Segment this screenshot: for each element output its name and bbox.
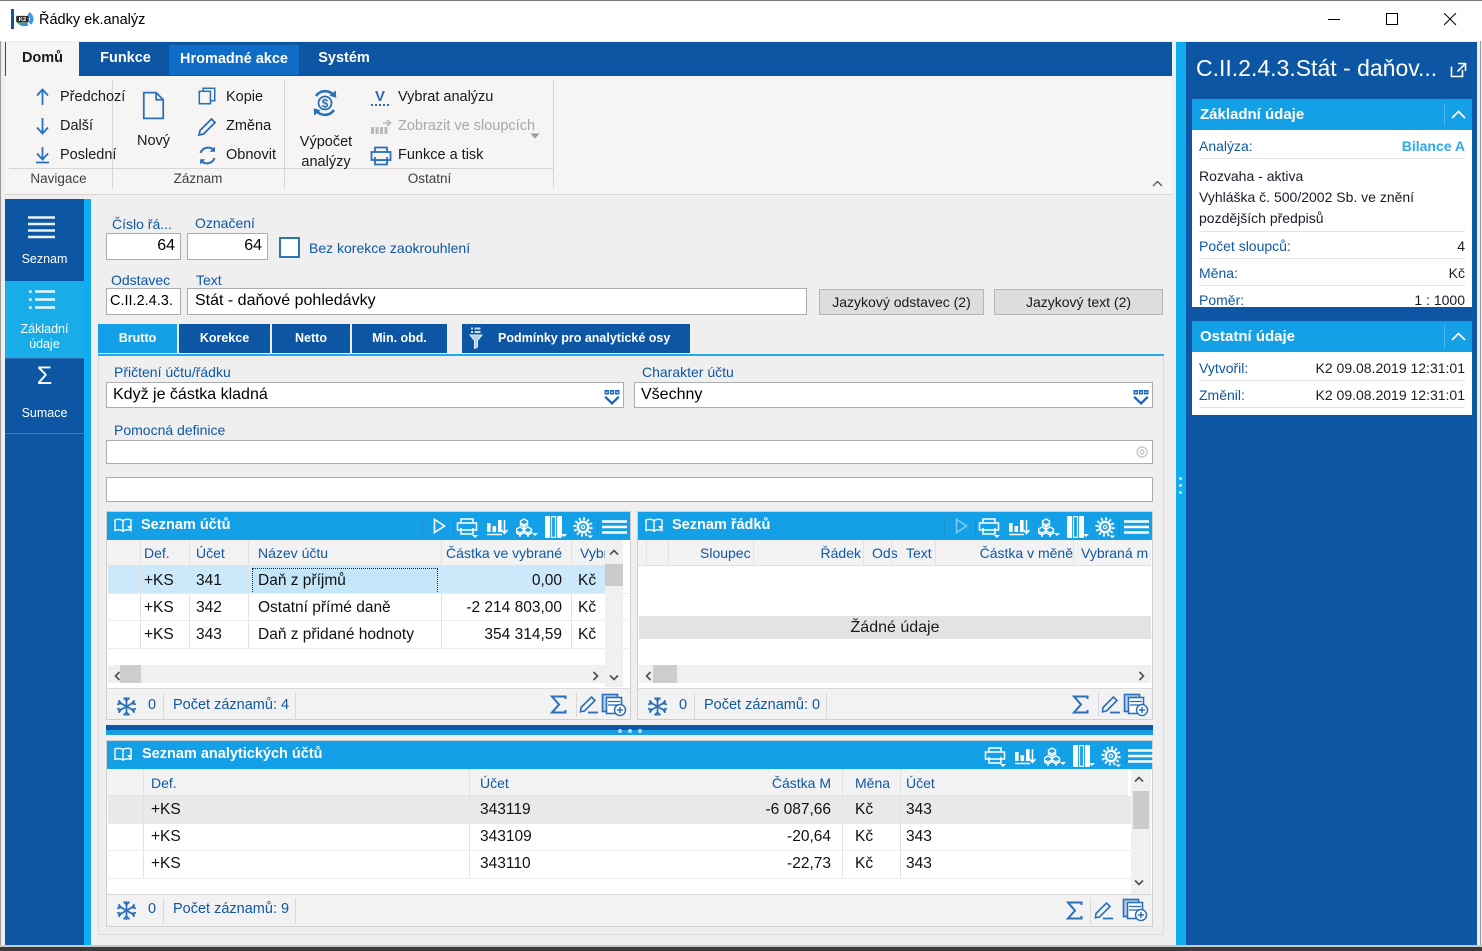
svg-text:V: V	[375, 88, 385, 105]
svg-text:$: $	[322, 96, 329, 110]
svg-text:K2: K2	[19, 17, 27, 23]
